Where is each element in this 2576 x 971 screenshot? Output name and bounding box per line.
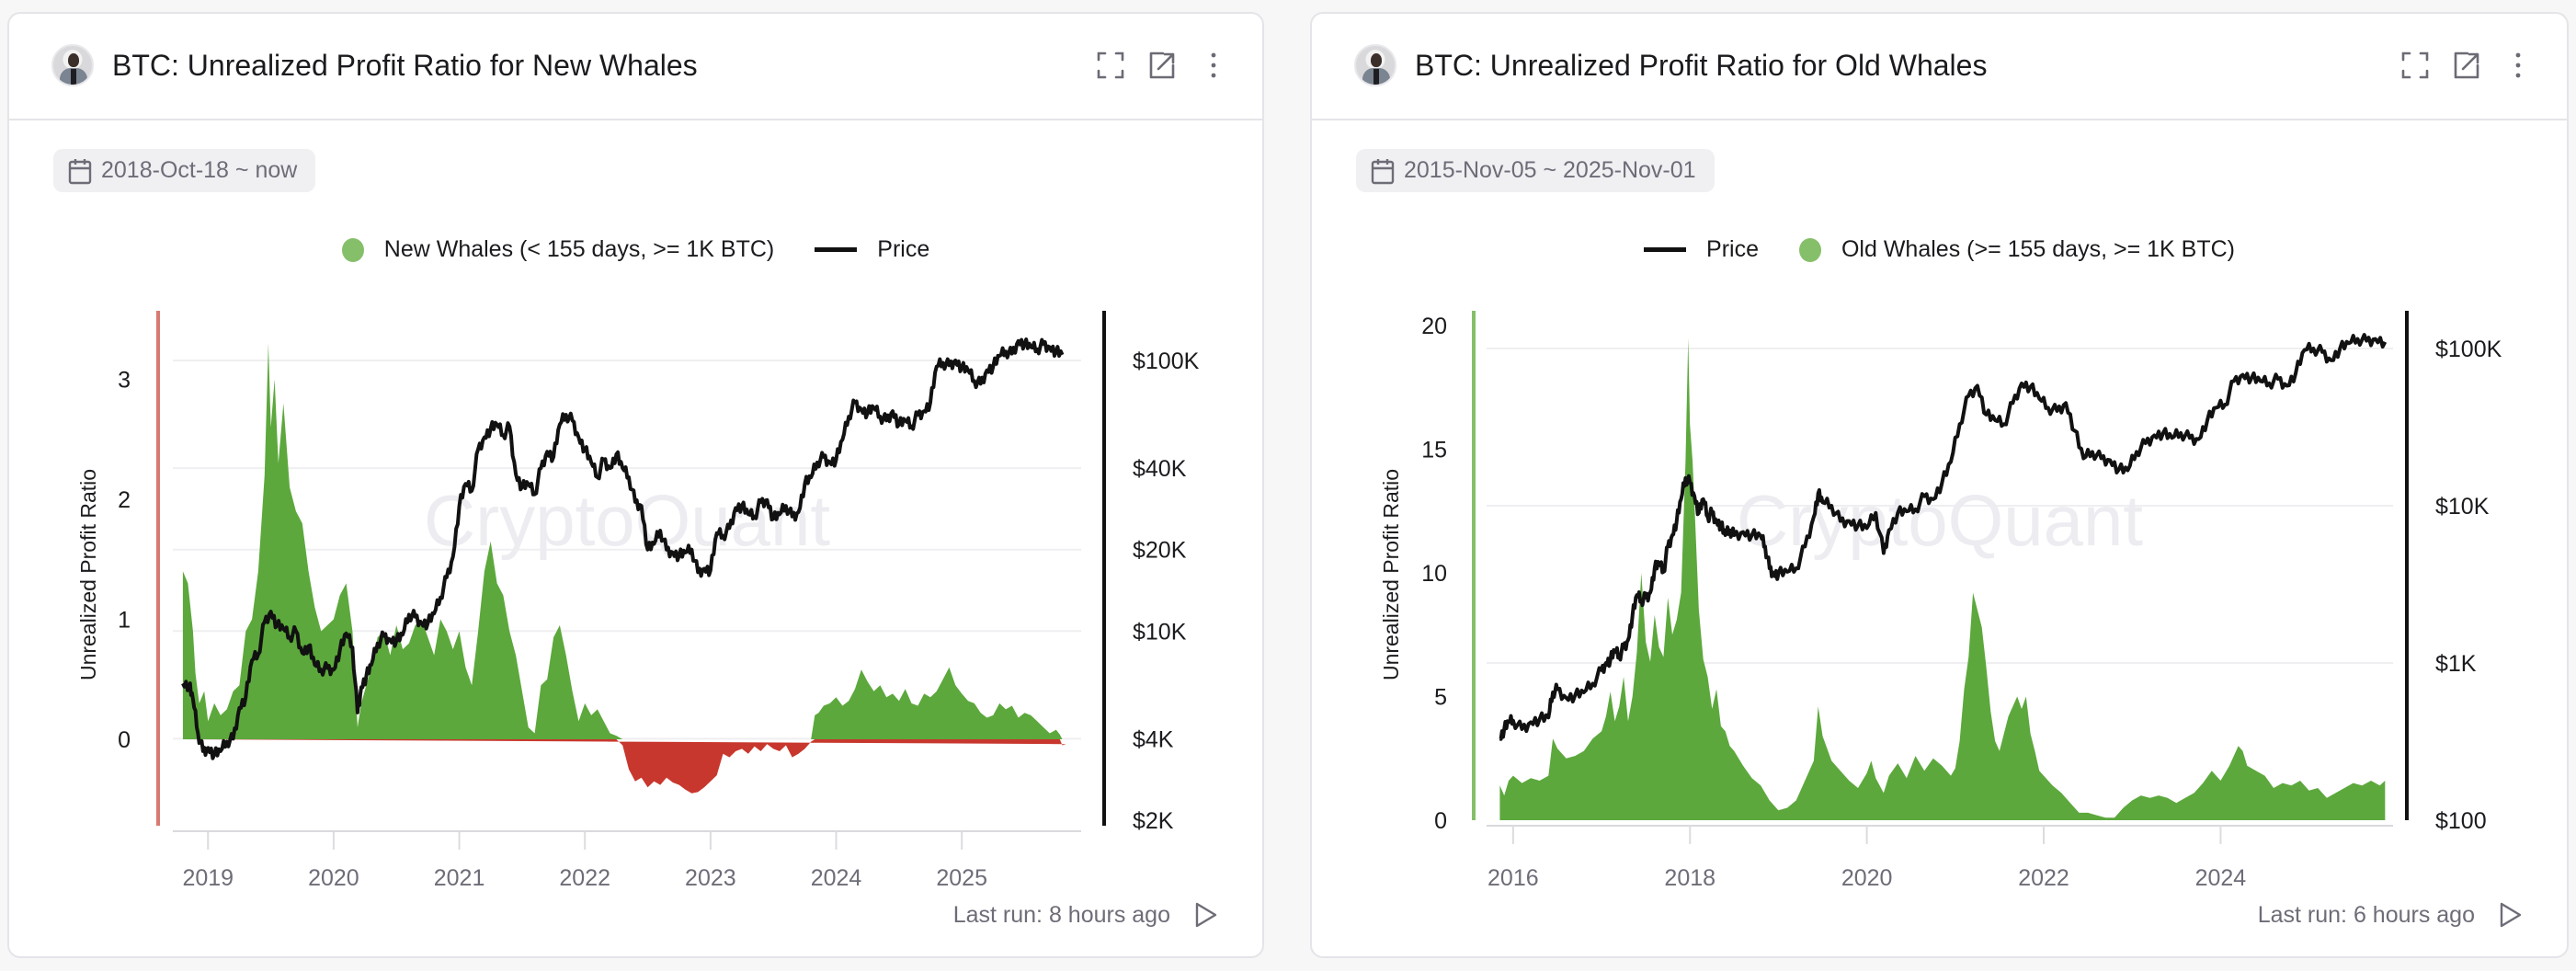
chart-new-whales[interactable]: CryptoQuant 0 1 2 3 $2K $4K $10K $20K $40K $100K Un… xyxy=(9,14,1266,960)
y2-tick-label: $100K xyxy=(1133,348,1200,374)
y2-tick-label: $40K xyxy=(1133,456,1187,482)
legend-item-price[interactable]: Price xyxy=(815,236,929,263)
more-vertical-icon[interactable] xyxy=(1198,50,1229,81)
x-tick-label: 2021 xyxy=(434,865,485,891)
y-tick-label: 10 xyxy=(1421,561,1447,587)
watermark-text: CryptoQuant xyxy=(424,480,831,561)
run-button[interactable] xyxy=(2497,899,2525,931)
legend-item-new-whales[interactable]: New Whales (< 155 days, >= 1K BTC) xyxy=(341,236,775,263)
y-tick-label: 2 xyxy=(118,487,131,513)
y-tick-label: 1 xyxy=(118,608,131,634)
card-header: BTC: Unrealized Profit Ratio for Old Wha… xyxy=(1312,14,2567,120)
fullscreen-icon[interactable] xyxy=(1095,50,1126,81)
play-icon xyxy=(2500,902,2522,928)
x-tick-label: 2024 xyxy=(811,865,862,891)
legend-dot-icon xyxy=(1798,237,1821,262)
y-tick-label: 5 xyxy=(1434,685,1447,711)
fullscreen-icon[interactable] xyxy=(2399,50,2431,81)
area-negative xyxy=(182,739,1066,794)
calendar-icon xyxy=(68,158,92,184)
x-tick-label: 2016 xyxy=(1487,865,1539,891)
y2-tick-label: $4K xyxy=(1133,726,1174,752)
x-tick-label: 2018 xyxy=(1664,865,1715,891)
author-avatar[interactable] xyxy=(1354,44,1396,86)
y-tick-label: 20 xyxy=(1421,314,1447,339)
last-run-text: Last run: 8 hours ago xyxy=(952,901,1170,928)
x-tick-label: 2025 xyxy=(936,865,987,891)
x-tick-label: 2022 xyxy=(559,865,610,891)
y-tick-label: 15 xyxy=(1421,438,1447,463)
legend-label: Price xyxy=(1706,236,1759,262)
x-tick-label: 2020 xyxy=(308,865,359,891)
y2-tick-label: $1K xyxy=(2435,651,2477,677)
open-external-icon[interactable] xyxy=(1146,50,1178,81)
y-axis-label: Unrealized Profit Ratio xyxy=(76,469,100,680)
legend-line-icon xyxy=(815,247,858,252)
card-footer: Last run: 6 hours ago xyxy=(2258,899,2525,931)
open-external-icon[interactable] xyxy=(2451,50,2482,81)
area-positive xyxy=(1499,337,2386,820)
y2-tick-label: $20K xyxy=(1133,538,1187,564)
y2-tick-label: $2K xyxy=(1133,808,1174,834)
card-title: BTC: Unrealized Profit Ratio for Old Wha… xyxy=(1415,49,1988,82)
card-footer: Last run: 8 hours ago xyxy=(953,899,1220,931)
date-range-chip[interactable]: 2018-Oct-18 ~ now xyxy=(53,149,316,192)
run-button[interactable] xyxy=(1192,899,1220,931)
y2-tick-label: $10K xyxy=(2435,494,2490,520)
legend-label: Price xyxy=(877,236,930,262)
chart-old-whales[interactable]: CryptoQuant05101520$100$1K$10K$100KUnrea… xyxy=(1312,14,2570,960)
date-range-text: 2015-Nov-05 ~ 2025-Nov-01 xyxy=(1404,157,1696,183)
y-tick-label: 0 xyxy=(118,727,131,753)
legend-item-price[interactable]: Price xyxy=(1644,236,1759,263)
y2-tick-label: $100 xyxy=(2435,808,2487,834)
legend-item-old-whales[interactable]: Old Whales (>= 155 days, >= 1K BTC) xyxy=(1798,236,2235,263)
price-line xyxy=(1499,333,2388,741)
x-tick-label: 2023 xyxy=(685,865,736,891)
date-range-text: 2018-Oct-18 ~ now xyxy=(101,157,298,183)
legend-dot-icon xyxy=(341,237,364,262)
last-run-text: Last run: 6 hours ago xyxy=(2257,901,2475,928)
chart-card-old-whales: BTC: Unrealized Profit Ratio for Old Wha… xyxy=(1310,12,2569,958)
card-header: BTC: Unrealized Profit Ratio for New Wha… xyxy=(9,14,1262,120)
chart-legend: New Whales (< 155 days, >= 1K BTC) Price xyxy=(9,236,1262,263)
y-tick-label: 3 xyxy=(118,368,131,394)
x-tick-label: 2020 xyxy=(1841,865,1893,891)
card-title: BTC: Unrealized Profit Ratio for New Wha… xyxy=(112,49,698,82)
legend-label: Old Whales (>= 155 days, >= 1K BTC) xyxy=(1841,236,2235,262)
area-positive xyxy=(182,343,1066,739)
x-tick-label: 2019 xyxy=(182,865,234,891)
chart-legend: Price Old Whales (>= 155 days, >= 1K BTC… xyxy=(1312,236,2567,263)
legend-label: New Whales (< 155 days, >= 1K BTC) xyxy=(383,236,775,262)
more-vertical-icon[interactable] xyxy=(2502,50,2534,81)
y2-tick-label: $10K xyxy=(1133,619,1187,645)
y-tick-label: 0 xyxy=(1434,808,1447,834)
date-range-chip[interactable]: 2015-Nov-05 ~ 2025-Nov-01 xyxy=(1356,149,1715,192)
y-axis-label: Unrealized Profit Ratio xyxy=(1379,469,1403,680)
chart-card-new-whales: BTC: Unrealized Profit Ratio for New Wha… xyxy=(7,12,1264,958)
y2-tick-label: $100K xyxy=(2435,337,2502,362)
legend-line-icon xyxy=(1644,247,1687,252)
author-avatar[interactable] xyxy=(51,44,94,86)
price-line xyxy=(181,337,1065,760)
x-tick-label: 2024 xyxy=(2195,865,2247,891)
play-icon xyxy=(1195,902,1217,928)
calendar-icon xyxy=(1371,158,1395,184)
x-tick-label: 2022 xyxy=(2018,865,2069,891)
